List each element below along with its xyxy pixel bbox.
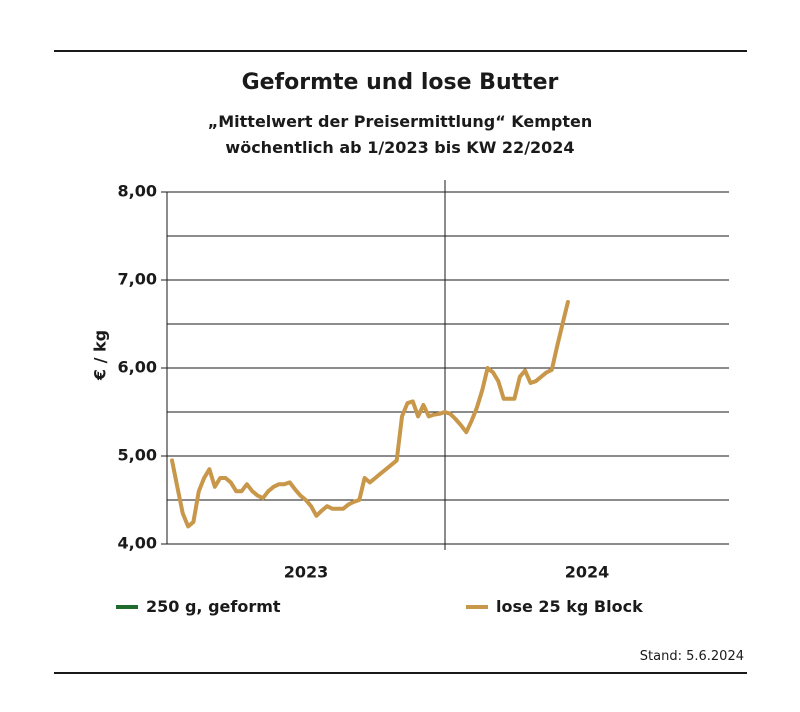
x-category-label: 2023 <box>284 563 329 582</box>
top-rule <box>54 50 747 52</box>
x-axis-category-labels: 2023 2024 <box>284 563 610 582</box>
legend-item-formed: 250 g, geformt <box>116 597 281 616</box>
legend-label-formed: 250 g, geformt <box>146 597 281 616</box>
legend-label-block: lose 25 kg Block <box>496 597 643 616</box>
y-tick-label: 7,00 <box>118 270 157 289</box>
bottom-rule <box>54 672 747 674</box>
y-axis-label: € / kg <box>91 330 110 381</box>
legend-swatch-formed <box>116 604 138 609</box>
chart-title: Geformte und lose Butter <box>241 70 559 95</box>
y-axis-tick-labels: 4,00 5,00 6,00 7,00 8,00 <box>118 182 157 553</box>
y-tick-label: 5,00 <box>118 446 157 465</box>
y-tick-label: 6,00 <box>118 358 157 377</box>
grid-lines <box>161 180 729 550</box>
chart-subtitle-line1: „Mittelwert der Preisermittlung“ Kempten <box>207 112 593 131</box>
legend-swatch-block <box>466 604 488 609</box>
series-lines <box>170 300 570 529</box>
series-line-block <box>170 300 570 529</box>
y-tick-label: 8,00 <box>118 182 157 201</box>
x-category-label: 2024 <box>565 563 610 582</box>
y-tick-label: 4,00 <box>118 534 157 553</box>
stand-date: Stand: 5.6.2024 <box>639 649 744 664</box>
legend-item-block: lose 25 kg Block <box>466 597 643 616</box>
chart-subtitle-line2: wöchentlich ab 1/2023 bis KW 22/2024 <box>225 138 575 157</box>
